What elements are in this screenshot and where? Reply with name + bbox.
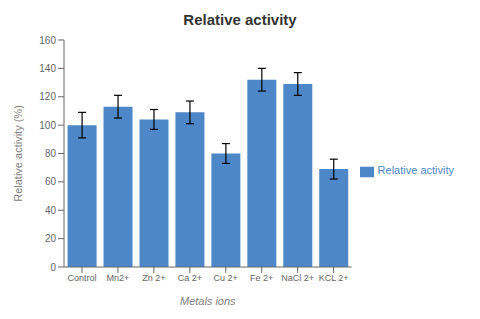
- svg-text:Fe 2+: Fe 2+: [250, 273, 273, 283]
- svg-text:Metals ions: Metals ions: [180, 295, 236, 307]
- svg-text:Mn2+: Mn2+: [107, 273, 130, 283]
- svg-text:Zn 2+: Zn 2+: [142, 273, 165, 283]
- svg-text:80: 80: [45, 148, 57, 159]
- svg-text:140: 140: [39, 63, 56, 74]
- html-text:Relative activity: Relative activity: [183, 11, 297, 28]
- svg-text:120: 120: [39, 91, 56, 102]
- svg-text:20: 20: [45, 233, 57, 244]
- html-text:Relative activity: Relative activity: [377, 164, 454, 177]
- svg-text:60: 60: [45, 176, 57, 187]
- svg-text:100: 100: [39, 120, 56, 131]
- svg-text:KCL 2+: KCL 2+: [319, 273, 349, 283]
- svg-text:Control: Control: [67, 273, 96, 283]
- svg-text:Cu 2+: Cu 2+: [214, 273, 238, 283]
- svg-text:NaCl 2+: NaCl 2+: [281, 273, 314, 283]
- svg-text:40: 40: [45, 205, 57, 216]
- svg-text:Ca 2+: Ca 2+: [178, 273, 202, 283]
- svg-text:Relative activity (%): Relative activity (%): [12, 105, 24, 202]
- svg-text:160: 160: [39, 35, 56, 46]
- svg-text:0: 0: [50, 262, 56, 273]
